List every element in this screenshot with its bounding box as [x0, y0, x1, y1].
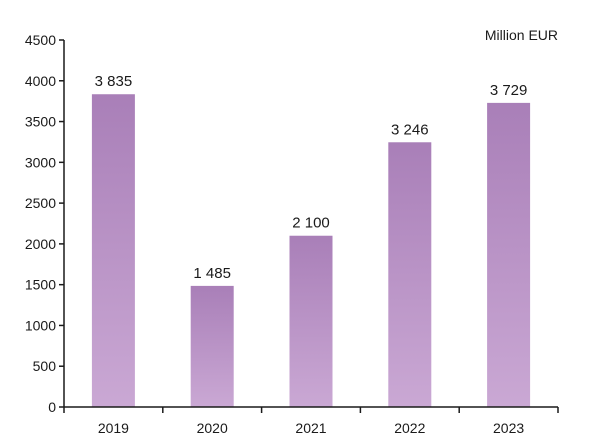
value-label-2021: 2 100: [292, 215, 330, 232]
y-tick-label: 4500: [25, 32, 56, 48]
y-tick-label: 3500: [25, 114, 56, 130]
bar-2019: [91, 94, 135, 408]
y-tick-label: 1000: [25, 317, 56, 333]
y-tick-label: 2000: [25, 236, 56, 252]
x-tick-label-2020: 2020: [197, 420, 228, 436]
y-tick-label: 500: [33, 358, 57, 374]
bar-2021: [289, 235, 333, 407]
x-tick-label-2022: 2022: [394, 420, 425, 436]
y-tick-label: 0: [48, 399, 56, 415]
bar-2022: [388, 142, 432, 407]
bar-2023: [487, 102, 531, 407]
value-label-2020: 1 485: [193, 265, 231, 282]
x-tick-label-2019: 2019: [98, 420, 129, 436]
y-tick-label: 4000: [25, 73, 56, 89]
y-tick-label: 1500: [25, 277, 56, 293]
unit-label: Million EUR: [485, 27, 558, 43]
x-tick-label-2021: 2021: [295, 420, 326, 436]
value-label-2019: 3 835: [95, 73, 133, 90]
x-tick-label-2023: 2023: [493, 420, 524, 436]
value-label-2023: 3 729: [490, 82, 528, 99]
bar-2020: [190, 285, 234, 407]
value-label-2022: 3 246: [391, 121, 429, 138]
y-tick-label: 3000: [25, 154, 56, 170]
y-tick-label: 2500: [25, 195, 56, 211]
